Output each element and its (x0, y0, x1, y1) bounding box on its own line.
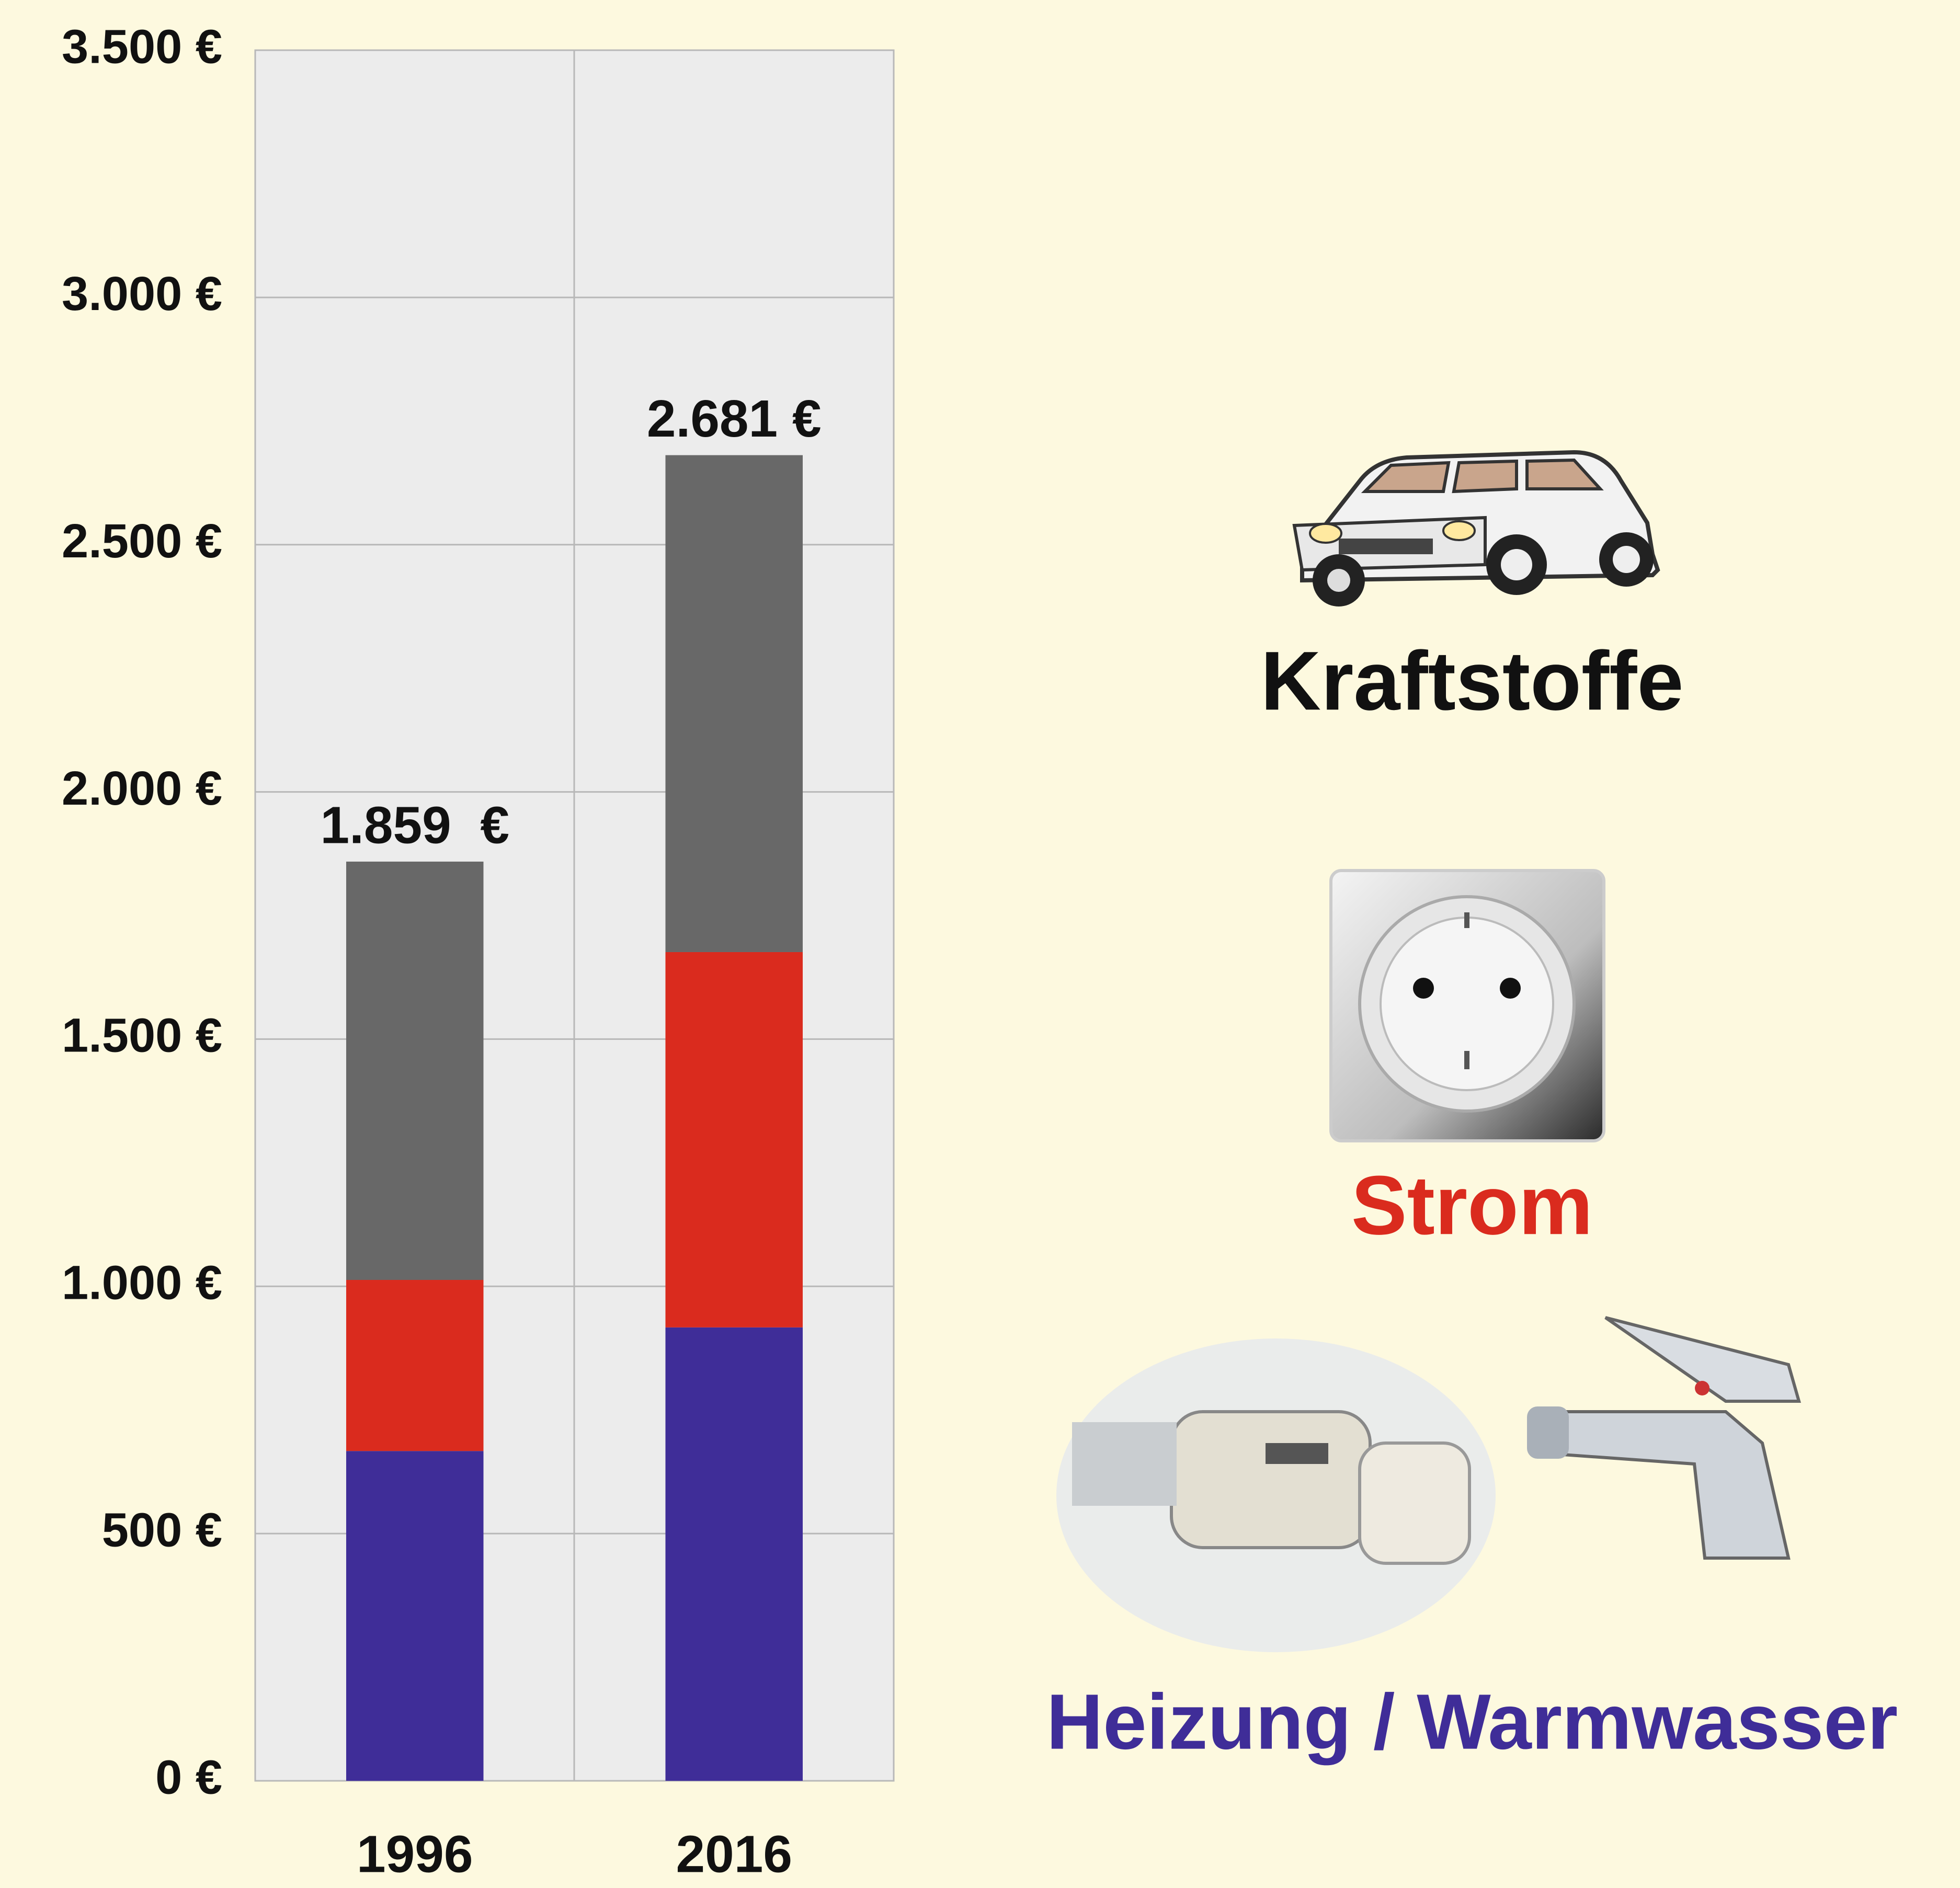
y-tick-label: 0 € (155, 1750, 222, 1804)
legend-label: Heizung / Warmwasser (1046, 1678, 1898, 1766)
y-tick-label: 3.000 € (62, 267, 222, 321)
y-tick-label: 3.500 € (62, 20, 222, 73)
total-label: 1.859 € (321, 796, 509, 854)
page: 0 € 500 € 1.000 € 1.500 € 2.000 € 2.500 € 3.00… (0, 0, 1960, 1888)
chart: 0 € 500 € 1.000 € 1.500 € 2.000 € 2.500 € 3.00… (0, 0, 1960, 1888)
bar-segment (346, 1451, 484, 1781)
x-tick-label: 1996 (357, 1825, 473, 1883)
bar-segment (665, 455, 803, 952)
y-tick-label: 2.500 € (62, 514, 222, 568)
legend-label: Strom (1351, 1158, 1593, 1252)
heating-icon (1056, 1338, 1496, 1652)
grille (1339, 539, 1433, 554)
bar-segment (346, 1280, 484, 1451)
bar-segment (346, 862, 484, 1280)
bar-segment (665, 1328, 803, 1781)
x-tick-label: 2016 (676, 1825, 792, 1883)
total-label: 2.681 € (647, 390, 822, 448)
socket-icon (1331, 871, 1604, 1141)
y-tick-label: 1.500 € (62, 1009, 222, 1062)
legend-label: Kraftstoffe (1261, 634, 1684, 727)
y-tick-label: 2.000 € (62, 762, 222, 815)
bar-segment (665, 952, 803, 1328)
y-tick-label: 1.000 € (62, 1256, 222, 1310)
y-tick-label: 500 € (102, 1503, 222, 1557)
